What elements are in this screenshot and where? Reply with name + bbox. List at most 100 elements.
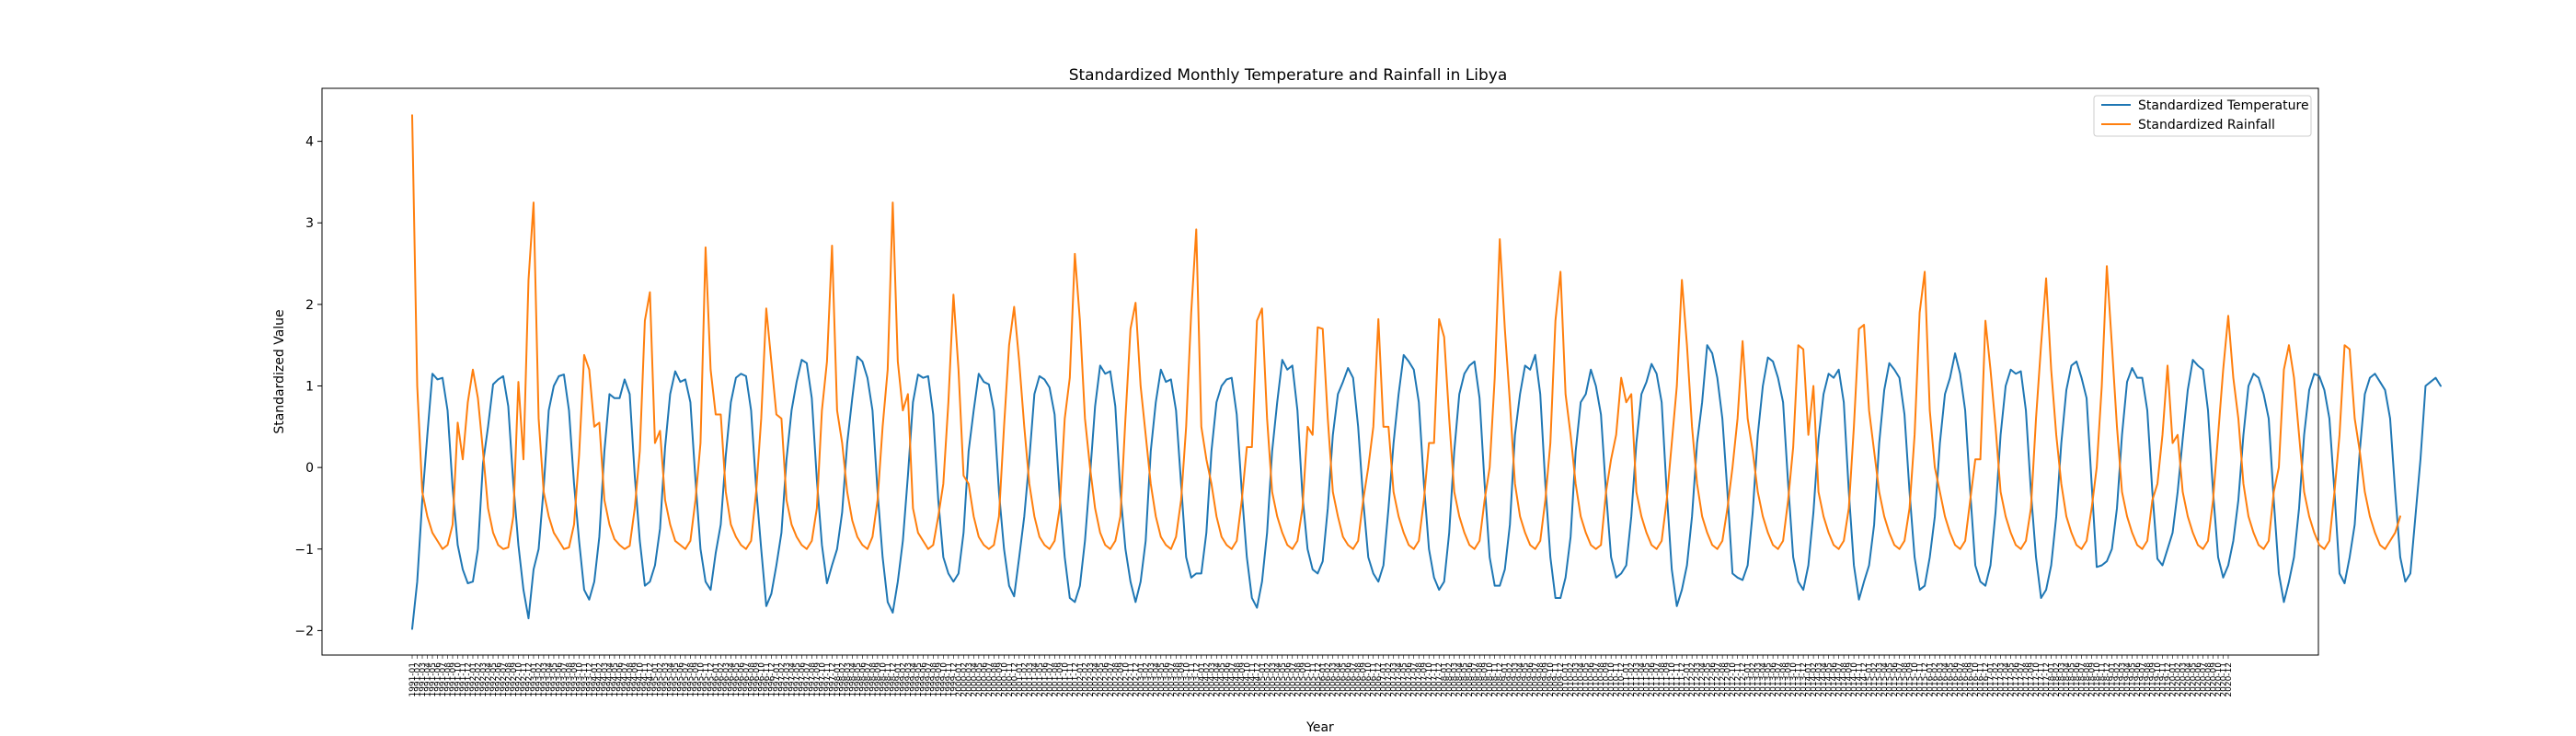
x-tick-label: 2008-10 bbox=[1486, 662, 1495, 697]
x-tick-label: 2001-04 bbox=[1030, 662, 1040, 697]
x-tick-label: 2012-07 bbox=[1714, 662, 1723, 697]
x-tick-label: 1997-07 bbox=[803, 662, 812, 697]
x-tick-label: 2017-09 bbox=[2028, 662, 2037, 697]
x-tick-label: 2009-08 bbox=[1536, 662, 1546, 697]
x-tick-label: 1991-03 bbox=[419, 662, 428, 697]
x-tick-label: 1994-03 bbox=[601, 662, 610, 697]
series-line-temperature bbox=[411, 344, 2442, 630]
x-tick-label: 1992-02 bbox=[474, 662, 483, 697]
x-tick-label: 2014-05 bbox=[1825, 662, 1834, 697]
x-tick-label: 2004-10 bbox=[1243, 662, 1252, 697]
x-tick-label: 2002-04 bbox=[1091, 662, 1100, 697]
x-tick-label: 2016-07 bbox=[1957, 662, 1966, 697]
x-tick-label: 1994-08 bbox=[626, 662, 635, 697]
plot-area bbox=[321, 87, 2319, 656]
x-tick-label: 2000-02 bbox=[960, 662, 969, 697]
x-tick-label: 1999-01 bbox=[894, 662, 903, 697]
x-tick-label: 2019-11 bbox=[2159, 662, 2168, 697]
x-tick-label: 2011-12 bbox=[1678, 662, 1687, 697]
x-tick-label: 1995-10 bbox=[696, 662, 706, 697]
x-tick-label: 1994-02 bbox=[595, 662, 604, 697]
x-tick-label: 2003-12 bbox=[1192, 662, 1202, 697]
x-tick-label: 2017-02 bbox=[1992, 662, 2001, 697]
y-axis-label: Standardized Value bbox=[272, 309, 287, 433]
x-tick-label: 2006-02 bbox=[1324, 662, 1333, 697]
x-tick-label: 2007-11 bbox=[1431, 662, 1440, 697]
x-tick-label: 1999-12 bbox=[949, 662, 959, 697]
y-tick-label: 1 bbox=[305, 380, 314, 395]
x-tick-label: 2019-06 bbox=[2133, 662, 2143, 697]
y-tick-label: 3 bbox=[305, 216, 314, 231]
x-tick-label: 2005-11 bbox=[1309, 662, 1318, 697]
x-tick-label: 2005-07 bbox=[1289, 662, 1298, 697]
x-tick-label: 2020-01 bbox=[2169, 662, 2179, 697]
x-tick-label: 1992-04 bbox=[484, 662, 493, 697]
x-tick-label: 2003-08 bbox=[1172, 662, 1181, 697]
y-tick-label: 4 bbox=[305, 135, 314, 150]
x-tick-label: 2016-05 bbox=[1947, 662, 1956, 697]
x-tick-label: 2006-04 bbox=[1334, 662, 1343, 697]
x-tick-label: 1993-11 bbox=[581, 662, 590, 697]
x-tick-label: 2001-07 bbox=[1046, 662, 1055, 697]
x-tick-label: 1997-01 bbox=[773, 662, 782, 697]
x-tick-label: 2008-02 bbox=[1445, 662, 1455, 697]
x-tick-label: 2020-08 bbox=[2204, 662, 2214, 697]
x-tick-label: 1992-01 bbox=[469, 662, 478, 697]
x-tick-label: 2011-02 bbox=[1627, 662, 1637, 697]
x-tick-label: 1996-08 bbox=[747, 662, 756, 697]
x-tick-label: 2010-03 bbox=[1572, 662, 1581, 697]
x-tick-label: 2010-06 bbox=[1587, 662, 1596, 697]
x-tick-label: 2002-09 bbox=[1117, 662, 1126, 697]
x-tick-label: 1991-09 bbox=[449, 662, 458, 697]
x-tick-label: 2007-10 bbox=[1425, 662, 1434, 697]
x-tick-label: 1991-12 bbox=[464, 662, 473, 697]
x-tick-label: 2006-11 bbox=[1370, 662, 1379, 697]
x-tick-label: 2006-10 bbox=[1364, 662, 1374, 697]
x-tick-label: 1991-02 bbox=[413, 662, 422, 697]
x-tick-label: 2000-10 bbox=[1000, 662, 1009, 697]
chart-title: Standardized Monthly Temperature and Rai… bbox=[1069, 66, 1508, 85]
x-tick-label: 2001-11 bbox=[1066, 662, 1075, 697]
x-tick-label: 1997-03 bbox=[783, 662, 792, 697]
x-tick-label: 1998-02 bbox=[838, 662, 847, 697]
x-tick-label: 2009-03 bbox=[1512, 662, 1521, 697]
x-tick-label: 2001-05 bbox=[1036, 662, 1045, 697]
x-tick-label: 2002-05 bbox=[1097, 662, 1106, 697]
x-tick-label: 1998-07 bbox=[864, 662, 873, 697]
x-tick-label: 2007-07 bbox=[1410, 662, 1420, 697]
x-tick-label: 2006-05 bbox=[1340, 662, 1349, 697]
x-tick-label: 2011-01 bbox=[1623, 662, 1632, 697]
x-tick-label: 2004-02 bbox=[1202, 662, 1212, 697]
x-tick-label: 2005-01 bbox=[1259, 662, 1268, 697]
x-tick-label: 1996-03 bbox=[722, 662, 731, 697]
x-tick-label: 1991-06 bbox=[433, 662, 443, 697]
x-tick-label: 2007-02 bbox=[1385, 662, 1394, 697]
x-tick-label: 2003-10 bbox=[1182, 662, 1191, 697]
x-tick-label: 2008-01 bbox=[1441, 662, 1450, 697]
x-tick-label: 2007-04 bbox=[1395, 662, 1404, 697]
x-tick-label: 2019-12 bbox=[2164, 662, 2173, 697]
x-tick-label: 1991-04 bbox=[423, 662, 432, 697]
x-tick-label: 2008-06 bbox=[1466, 662, 1475, 697]
x-tick-label: 2013-08 bbox=[1779, 662, 1788, 697]
x-tick-label: 2010-08 bbox=[1597, 662, 1606, 697]
x-tick-label: 2007-06 bbox=[1405, 662, 1414, 697]
x-tick-label: 2002-03 bbox=[1087, 662, 1096, 697]
x-tick-label: 2017-08 bbox=[2022, 662, 2031, 697]
x-tick-label: 2018-10 bbox=[2093, 662, 2102, 697]
x-tick-label: 2011-03 bbox=[1633, 662, 1642, 697]
x-tick-label: 2014-03 bbox=[1815, 662, 1824, 697]
x-tick-label: 2008-09 bbox=[1481, 662, 1490, 697]
x-tick-label: 2011-09 bbox=[1663, 662, 1673, 697]
x-tick-label: 2014-07 bbox=[1835, 662, 1845, 697]
x-tick-label: 1997-12 bbox=[828, 662, 837, 697]
x-tick-label: 2015-07 bbox=[1896, 662, 1905, 697]
x-tick-label: 2006-08 bbox=[1354, 662, 1363, 697]
x-tick-label: 2006-12 bbox=[1374, 662, 1384, 697]
x-tick-label: 1992-08 bbox=[504, 662, 513, 697]
x-tick-label: 1995-01 bbox=[651, 662, 661, 697]
x-tick-label: 1993-03 bbox=[540, 662, 549, 697]
x-tick-label: 2000-04 bbox=[970, 662, 979, 697]
x-tick-label: 1997-05 bbox=[793, 662, 802, 697]
x-tick-label: 1998-10 bbox=[879, 662, 888, 697]
